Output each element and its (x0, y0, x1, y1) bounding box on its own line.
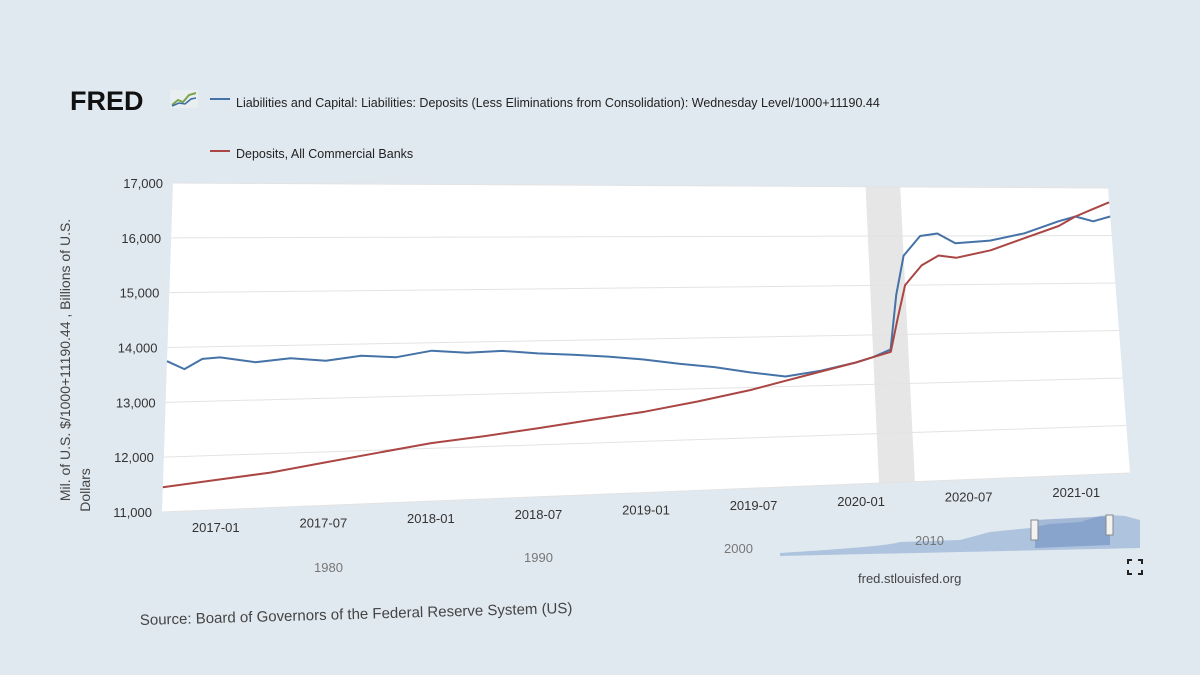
y-axis-title-line2: Dollars (77, 468, 93, 512)
y-tick-label: 11,000 (113, 505, 152, 520)
legend-label-red: Deposits, All Commercial Banks (236, 147, 413, 161)
x-tick-label: 2020-01 (837, 494, 885, 509)
fred-chart-icon (170, 90, 198, 108)
y-tick-label: 14,000 (118, 341, 158, 356)
gridline (161, 472, 1131, 513)
legend-item-red[interactable]: Deposits, All Commercial Banks (210, 147, 413, 161)
navigator[interactable]: 1980 1990 2000 2010 (314, 514, 1140, 575)
x-tick-label: 2018-01 (407, 511, 455, 526)
y-tick-label: 17,000 (123, 176, 163, 191)
y-axis-title: Mil. of U.S. $/1000+11190.44 , Billions … (57, 219, 93, 512)
navigator-label-2000: 2000 (724, 541, 753, 556)
legend: Liabilities and Capital: Liabilities: De… (210, 96, 880, 161)
navigator-label-2010: 2010 (915, 533, 944, 548)
gridlines (161, 182, 1131, 513)
series-layer (162, 201, 1111, 489)
source-text: Source: Board of Governors of the Federa… (140, 600, 573, 629)
x-tick-label: 2017-01 (192, 520, 240, 535)
navigator-area (780, 515, 1140, 556)
expand-icon[interactable] (1127, 559, 1143, 575)
legend-item-blue[interactable]: Liabilities and Capital: Liabilities: De… (210, 96, 880, 110)
legend-label-blue: Liabilities and Capital: Liabilities: De… (236, 96, 880, 110)
gridline (172, 182, 1109, 189)
navigator-label-1990: 1990 (524, 550, 553, 565)
gridline (171, 235, 1112, 239)
navigator-handle-left[interactable] (1030, 519, 1039, 541)
x-tick-label: 2018-07 (515, 507, 563, 522)
x-axis-ticks: 2017-01 2017-07 2018-01 2018-07 2019-01 2019-… (192, 485, 1100, 535)
x-tick-label: 2019-07 (730, 498, 778, 513)
series-line-blue (166, 215, 1111, 378)
series-line-red (162, 201, 1110, 489)
fred-logo-text: FRED (70, 86, 144, 116)
x-tick-label: 2020-07 (945, 490, 993, 505)
x-tick-label: 2019-01 (622, 503, 670, 518)
y-tick-label: 12,000 (114, 450, 154, 465)
navigator-selection[interactable] (1035, 516, 1110, 548)
y-tick-label: 15,000 (120, 286, 160, 301)
y-axis-ticks: 11,000 12,000 13,000 14,000 15,000 16,000 17,0… (113, 176, 163, 520)
y-tick-label: 13,000 (116, 395, 156, 410)
navigator-handle-right[interactable] (1105, 514, 1114, 536)
gridline (167, 330, 1120, 348)
x-tick-label: 2021-01 (1052, 485, 1100, 500)
gridline (169, 282, 1116, 294)
y-tick-label: 16,000 (121, 231, 161, 246)
x-tick-label: 2017-07 (299, 516, 347, 531)
site-url[interactable]: fred.stlouisfed.org (858, 571, 961, 586)
gridline (163, 425, 1127, 458)
navigator-label-1980: 1980 (314, 560, 343, 575)
gridline (165, 377, 1123, 403)
fred-logo[interactable]: FRED (70, 86, 198, 116)
plot-area (162, 183, 1130, 512)
y-axis-title-line1: Mil. of U.S. $/1000+11190.44 , Billions … (57, 219, 73, 501)
